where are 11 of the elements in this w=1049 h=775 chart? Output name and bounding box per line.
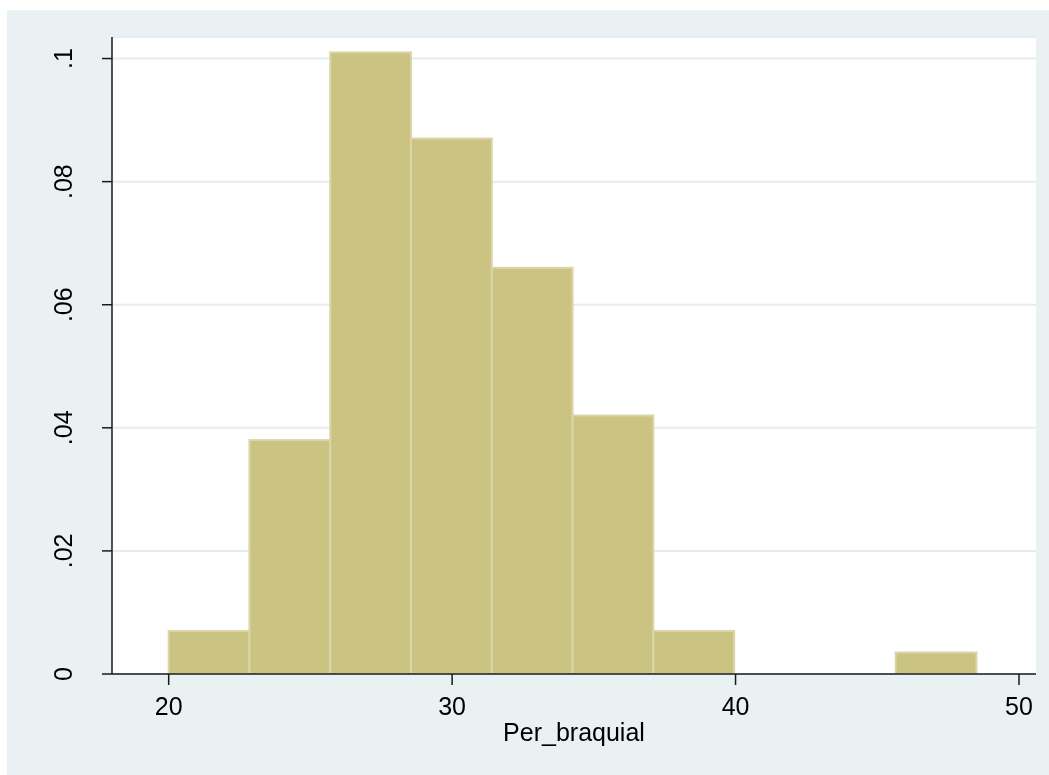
- y-tick-label: .06: [49, 287, 77, 323]
- y-tick-label: .08: [49, 164, 77, 200]
- x-tick-label: 30: [438, 692, 467, 720]
- y-tick-label: .02: [49, 533, 77, 569]
- x-tick-label: 40: [721, 692, 750, 720]
- x-tick-label: 50: [1005, 692, 1033, 720]
- y-tick-label: .04: [49, 410, 77, 446]
- x-axis-title: Per_braquial: [503, 718, 645, 746]
- y-tick-label: 0: [49, 667, 77, 681]
- x-tick-label: 20: [154, 692, 183, 720]
- y-tick-label: .1: [49, 48, 77, 69]
